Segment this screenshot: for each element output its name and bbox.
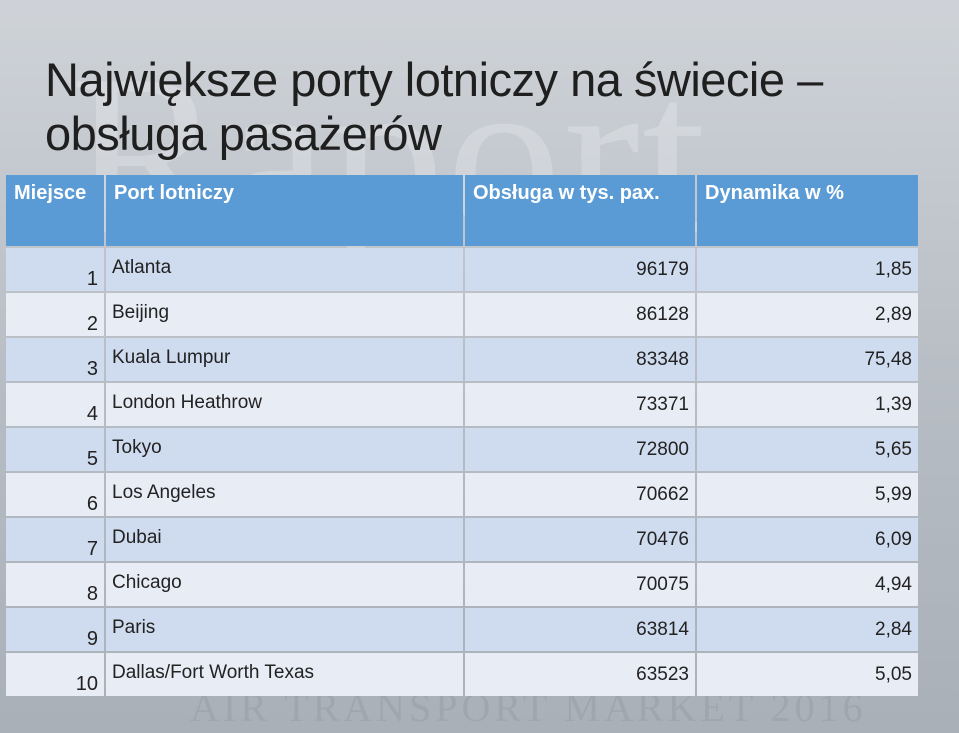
airport-cell: Chicago <box>106 563 463 606</box>
table-row: 10 Dallas/Fort Worth Texas 63523 5,05 <box>6 653 918 696</box>
table-row: 9 Paris 63814 2,84 <box>6 608 918 651</box>
growth-cell: 6,09 <box>697 518 918 561</box>
passengers-cell: 72800 <box>465 428 695 471</box>
slide-title: Największe porty lotniczy na świecie – o… <box>45 53 925 161</box>
growth-cell: 1,85 <box>697 248 918 291</box>
airport-cell: Tokyo <box>106 428 463 471</box>
rank-cell: 5 <box>6 428 104 471</box>
passengers-cell: 70476 <box>465 518 695 561</box>
table-body: 1 Atlanta 96179 1,85 2 Beijing 86128 2,89 3 Kuala… <box>6 248 918 696</box>
airport-cell: Dubai <box>106 518 463 561</box>
passengers-cell: 70662 <box>465 473 695 516</box>
table-row: 7 Dubai 70476 6,09 <box>6 518 918 561</box>
header-airport: Port lotniczy <box>106 175 463 246</box>
table-header-row: Miejsce Port lotniczy Obsługa w tys. pax… <box>6 175 918 246</box>
growth-cell: 2,84 <box>697 608 918 651</box>
growth-cell: 5,99 <box>697 473 918 516</box>
airport-cell: London Heathrow <box>106 383 463 426</box>
rank-cell: 2 <box>6 293 104 336</box>
header-rank: Miejsce <box>6 175 104 246</box>
rank-cell: 6 <box>6 473 104 516</box>
airport-cell: Los Angeles <box>106 473 463 516</box>
growth-cell: 5,65 <box>697 428 918 471</box>
airport-cell: Atlanta <box>106 248 463 291</box>
airport-cell: Beijing <box>106 293 463 336</box>
airport-cell: Dallas/Fort Worth Texas <box>106 653 463 696</box>
rank-cell: 9 <box>6 608 104 651</box>
growth-cell: 2,89 <box>697 293 918 336</box>
rank-cell: 7 <box>6 518 104 561</box>
growth-cell: 5,05 <box>697 653 918 696</box>
passengers-cell: 96179 <box>465 248 695 291</box>
rank-cell: 4 <box>6 383 104 426</box>
rank-cell: 3 <box>6 338 104 381</box>
passengers-cell: 63523 <box>465 653 695 696</box>
airport-cell: Paris <box>106 608 463 651</box>
passengers-cell: 63814 <box>465 608 695 651</box>
table-row: 6 Los Angeles 70662 5,99 <box>6 473 918 516</box>
growth-cell: 1,39 <box>697 383 918 426</box>
airports-table: Miejsce Port lotniczy Obsługa w tys. pax… <box>4 173 920 698</box>
table-row: 3 Kuala Lumpur 83348 75,48 <box>6 338 918 381</box>
passengers-cell: 70075 <box>465 563 695 606</box>
table-row: 2 Beijing 86128 2,89 <box>6 293 918 336</box>
rank-cell: 8 <box>6 563 104 606</box>
rank-cell: 10 <box>6 653 104 696</box>
header-passengers: Obsługa w tys. pax. <box>465 175 695 246</box>
growth-cell: 4,94 <box>697 563 918 606</box>
passengers-cell: 73371 <box>465 383 695 426</box>
table-row: 1 Atlanta 96179 1,85 <box>6 248 918 291</box>
growth-cell: 75,48 <box>697 338 918 381</box>
passengers-cell: 86128 <box>465 293 695 336</box>
passengers-cell: 83348 <box>465 338 695 381</box>
airport-cell: Kuala Lumpur <box>106 338 463 381</box>
table-row: 8 Chicago 70075 4,94 <box>6 563 918 606</box>
rank-cell: 1 <box>6 248 104 291</box>
header-growth: Dynamika w % <box>697 175 918 246</box>
table-row: 4 London Heathrow 73371 1,39 <box>6 383 918 426</box>
table-row: 5 Tokyo 72800 5,65 <box>6 428 918 471</box>
slide-title-line-2: obsługa pasażerów <box>45 107 442 161</box>
slide-title-line-1: Największe porty lotniczy na świecie – <box>45 53 823 107</box>
